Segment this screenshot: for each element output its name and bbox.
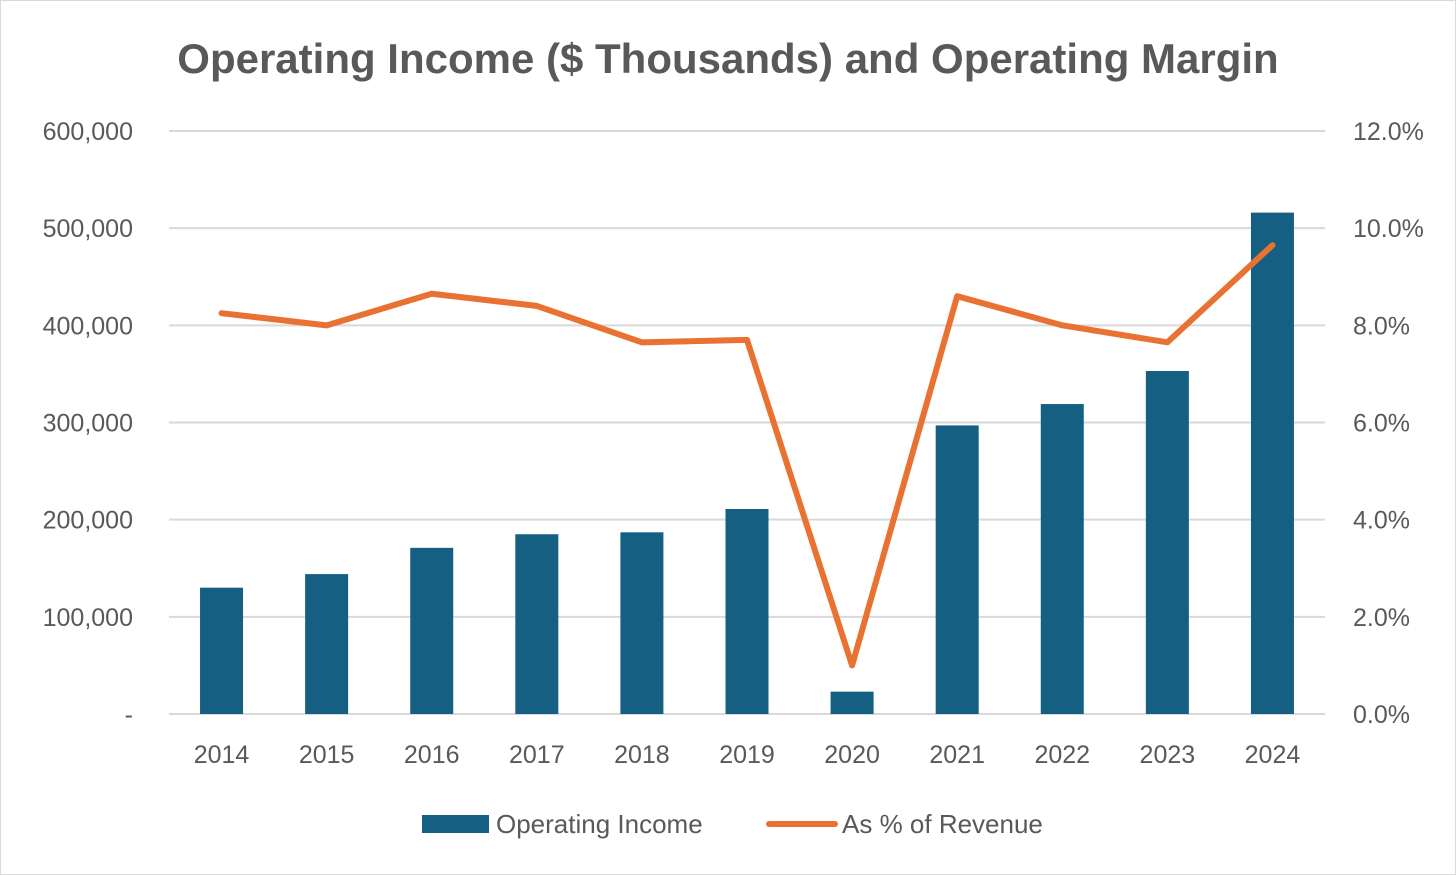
left-axis-tick-label: 100,000 bbox=[43, 604, 133, 632]
legend-swatch-operating-income bbox=[422, 815, 489, 833]
point-as-pct-revenue-2022 bbox=[1061, 324, 1063, 326]
right-axis-tick-label: 12.0% bbox=[1353, 118, 1424, 146]
left-axis-tick-label: 300,000 bbox=[43, 410, 133, 438]
x-axis-tick-label: 2014 bbox=[194, 741, 250, 769]
left-axis-tick-label: 600,000 bbox=[43, 118, 133, 146]
x-axis-tick-label: 2020 bbox=[824, 741, 880, 769]
right-axis-tick-label: 2.0% bbox=[1353, 604, 1410, 632]
right-axis-tick-label: 6.0% bbox=[1353, 410, 1410, 438]
legend: Operating Income As % of Revenue bbox=[422, 809, 1043, 839]
point-as-pct-revenue-2017 bbox=[536, 305, 538, 307]
bar-operating-income-2015 bbox=[305, 574, 349, 714]
x-axis-tick-label: 2021 bbox=[929, 741, 985, 769]
right-axis-tick-label: 10.0% bbox=[1353, 215, 1424, 243]
bar-operating-income-2022 bbox=[1040, 404, 1084, 714]
bar-operating-income-2021 bbox=[935, 425, 979, 714]
x-axis-tick-label: 2022 bbox=[1034, 741, 1090, 769]
x-axis-tick-label: 2019 bbox=[719, 741, 775, 769]
point-as-pct-revenue-2015 bbox=[326, 324, 328, 326]
left-axis-tick-label: - bbox=[125, 701, 133, 729]
left-axis-tick-label: 500,000 bbox=[43, 215, 133, 243]
margin-line-series bbox=[218, 242, 1276, 669]
legend-label-as-pct-revenue: As % of Revenue bbox=[842, 809, 1043, 839]
legend-label-operating-income: Operating Income bbox=[496, 809, 703, 839]
chart-title: Operating Income ($ Thousands) and Opera… bbox=[177, 35, 1278, 82]
point-as-pct-revenue-2018 bbox=[641, 341, 643, 343]
right-axis-tick-label: 8.0% bbox=[1353, 312, 1410, 340]
left-axis-tick-label: 200,000 bbox=[43, 507, 133, 535]
x-axis-tick-label: 2024 bbox=[1245, 741, 1301, 769]
bar-operating-income-2019 bbox=[725, 508, 769, 714]
point-as-pct-revenue-2024 bbox=[1271, 244, 1273, 246]
x-axis-tick-label: 2017 bbox=[509, 741, 565, 769]
bar-operating-income-2014 bbox=[200, 587, 244, 714]
point-as-pct-revenue-2019 bbox=[746, 339, 748, 341]
point-as-pct-revenue-2021 bbox=[956, 295, 958, 297]
bar-operating-income-2016 bbox=[410, 547, 454, 714]
right-axis: 0.0% 2.0% 4.0% 6.0% 8.0% 10.0% 12.0% bbox=[1353, 118, 1424, 729]
bar-operating-income-2023 bbox=[1145, 371, 1189, 714]
point-as-pct-revenue-2020 bbox=[851, 664, 853, 666]
x-axis-tick-label: 2016 bbox=[404, 741, 460, 769]
right-axis-tick-label: 4.0% bbox=[1353, 507, 1410, 535]
right-axis-tick-label: 0.0% bbox=[1353, 701, 1410, 729]
point-as-pct-revenue-2014 bbox=[221, 312, 223, 314]
operating-income-bars bbox=[200, 212, 1294, 714]
x-axis-tick-label: 2023 bbox=[1140, 741, 1196, 769]
point-as-pct-revenue-2016 bbox=[431, 293, 433, 295]
point-as-pct-revenue-2023 bbox=[1166, 341, 1168, 343]
bar-operating-income-2017 bbox=[515, 534, 559, 714]
x-axis: 2014 2015 2016 2017 2018 2019 2020 2021 2022 2023… bbox=[194, 741, 1301, 769]
x-axis-tick-label: 2018 bbox=[614, 741, 670, 769]
bar-operating-income-2018 bbox=[620, 532, 664, 714]
x-axis-tick-label: 2015 bbox=[299, 741, 355, 769]
bar-operating-income-2020 bbox=[830, 691, 874, 714]
left-axis: - 100,000 200,000 300,000 400,000 500,000 600,… bbox=[43, 118, 133, 729]
left-axis-tick-label: 400,000 bbox=[43, 312, 133, 340]
bar-operating-income-2024 bbox=[1250, 212, 1294, 714]
